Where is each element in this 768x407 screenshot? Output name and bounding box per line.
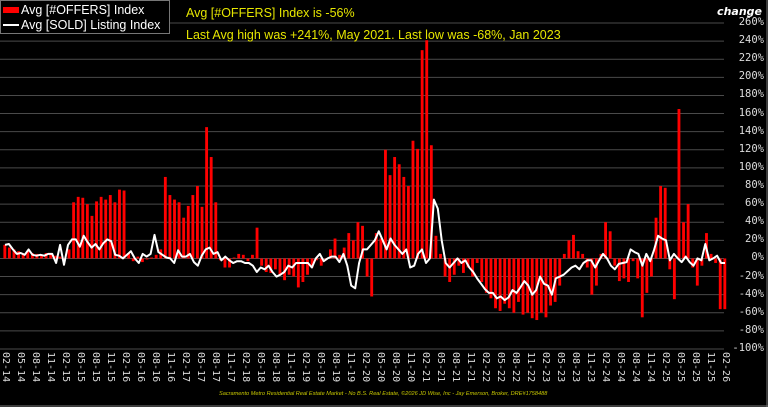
x-tick-label: 11-16 [165,352,176,383]
legend-offers-label: Avg [#OFFERS] Index [21,2,145,17]
headline-current-index: Avg [#OFFERS] Index is -56% [186,6,355,20]
y-tick-label: -40% [738,287,764,300]
legend-item-sold: Avg [SOLD] Listing Index [3,17,160,32]
y-tick-label: 40% [745,215,764,228]
y-tick-label: 120% [738,142,764,155]
x-tick-label: 08-14 [30,352,41,383]
y-axis-title: change [717,5,762,18]
x-tick-label: 02-16 [120,352,131,383]
y-tick-label: -20% [738,269,764,282]
y-tick-label: 100% [738,160,764,173]
x-tick-label: 11-18 [285,352,296,383]
y-tick-label: -60% [738,305,764,318]
x-tick-label: 08-24 [630,352,641,383]
y-tick-label: 200% [738,70,764,83]
y-tick-label: -100% [732,342,764,354]
x-tick-label: 02-18 [240,352,251,383]
x-tick-label: 02-20 [360,352,371,383]
y-tick-label: 60% [745,197,764,210]
x-tick-label: 05-23 [555,352,566,383]
x-tick-label: 11-19 [345,352,356,383]
gridlines [0,22,724,350]
y-tick-label: 240% [738,34,764,47]
x-tick-label: 05-21 [435,352,446,383]
red-bar-swatch-icon [3,6,19,13]
white-line-swatch-icon [3,23,19,26]
x-tick-label: 11-23 [585,352,596,383]
x-tick-label: 11-24 [645,352,656,383]
x-tick-label: 02-23 [540,352,551,383]
chart-legend: Avg [#OFFERS] Index Avg [SOLD] Listing I… [0,0,170,34]
x-tick-label: 08-16 [150,352,161,383]
x-tick-label: 02-19 [300,352,311,383]
x-tick-label: 08-21 [450,352,461,383]
x-tick-label: 11-22 [525,352,536,383]
y-tick-label: -80% [738,323,764,336]
x-tick-label: 08-22 [510,352,521,383]
headline-high-low: Last Avg high was +241%, May 2021. Last … [186,28,561,42]
x-tick-label: 05-25 [675,352,686,383]
y-tick-label: 160% [738,106,764,119]
legend-sold-label: Avg [SOLD] Listing Index [21,17,161,32]
y-tick-label: 220% [738,52,764,65]
x-tick-label: 08-15 [90,352,101,383]
x-tick-label: 02-14 [0,352,11,383]
y-tick-label: 140% [738,124,764,137]
x-tick-label: 02-24 [600,352,611,383]
x-tick-label: 08-17 [210,352,221,383]
x-tick-label: 08-18 [270,352,281,383]
legend-item-offers: Avg [#OFFERS] Index [3,2,144,17]
x-tick-label: 11-25 [705,352,716,383]
x-tick-label: 02-15 [60,352,71,383]
x-tick-label: 05-16 [135,352,146,383]
x-tick-label: 02-26 [720,352,731,383]
x-tick-label: 02-22 [480,352,491,383]
footer-credit: Sacramento Metro Residential Real Estate… [219,391,548,397]
x-tick-label: 11-14 [45,352,56,383]
x-tick-label: 11-21 [465,352,476,383]
x-tick-label: 02-21 [420,352,431,383]
x-tick-label: 05-18 [255,352,266,383]
x-tick-label: 05-19 [315,352,326,383]
x-tick-label: 05-20 [375,352,386,383]
x-tick-label: 02-25 [660,352,671,383]
x-tick-label: 08-25 [690,352,701,383]
y-tick-label: 20% [745,233,764,246]
y-tick-label: 260% [738,16,764,28]
x-tick-label: 11-17 [225,352,236,383]
x-tick-label: 08-19 [330,352,341,383]
x-tick-label: 08-23 [570,352,581,383]
x-tick-label: 02-17 [180,352,191,383]
x-tick-label: 05-17 [195,352,206,383]
x-tick-label: 05-22 [495,352,506,383]
x-tick-label: 05-24 [615,352,626,383]
x-tick-label: 11-20 [405,352,416,383]
y-tick-label: 180% [738,88,764,101]
x-tick-label: 05-14 [15,352,26,383]
x-tick-label: 08-20 [390,352,401,383]
sold-index-line [4,198,725,302]
x-tick-label: 11-15 [105,352,116,383]
x-tick-label: 05-15 [75,352,86,383]
y-tick-label: 80% [745,179,764,191]
y-tick-label: 0% [751,251,764,264]
